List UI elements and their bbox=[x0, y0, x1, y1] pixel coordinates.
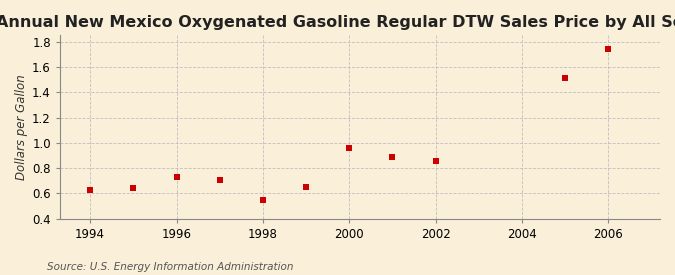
Text: Source: U.S. Energy Information Administration: Source: U.S. Energy Information Administ… bbox=[47, 262, 294, 272]
Point bbox=[560, 76, 570, 81]
Point bbox=[387, 155, 398, 159]
Title: Annual New Mexico Oxygenated Gasoline Regular DTW Sales Price by All Sellers: Annual New Mexico Oxygenated Gasoline Re… bbox=[0, 15, 675, 30]
Point bbox=[430, 158, 441, 163]
Point bbox=[603, 47, 614, 51]
Point bbox=[214, 177, 225, 182]
Point bbox=[344, 146, 354, 150]
Point bbox=[300, 185, 311, 189]
Point bbox=[257, 197, 268, 202]
Point bbox=[171, 175, 182, 179]
Point bbox=[128, 186, 139, 191]
Y-axis label: Dollars per Gallon: Dollars per Gallon bbox=[15, 74, 28, 180]
Point bbox=[85, 188, 96, 192]
